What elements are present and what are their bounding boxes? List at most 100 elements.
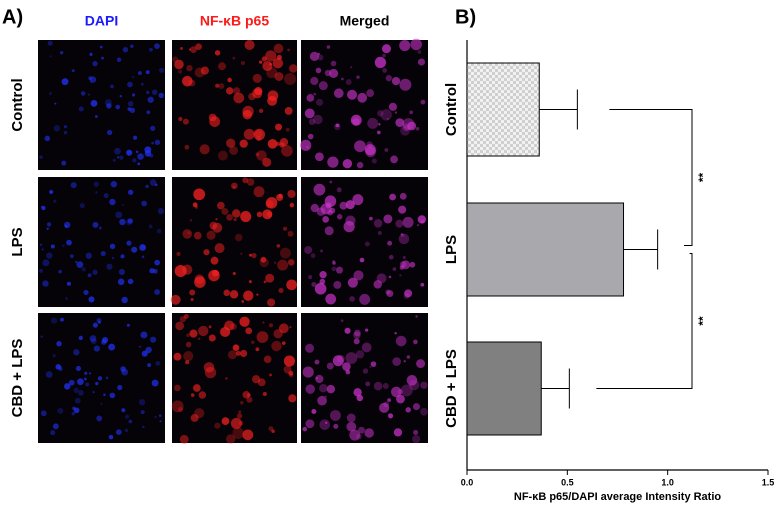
cell [174,264,187,277]
cell [388,275,392,279]
cell [376,273,387,284]
cell [58,269,62,274]
cell [81,267,86,272]
cell [117,278,125,286]
cell [159,420,162,423]
cell [357,92,368,103]
cell [315,152,324,162]
cell [44,135,51,142]
cell [108,434,114,440]
cell [100,402,103,405]
cell [225,377,228,380]
cell [413,339,418,345]
cell [179,434,189,444]
cell [223,289,231,297]
row-label: LPS [9,227,26,256]
cell [311,408,317,414]
cell [90,100,98,107]
cell [189,289,196,296]
cell [336,214,343,220]
cell [185,360,190,365]
cell [92,391,95,394]
cell [279,142,285,148]
cell [208,325,212,329]
cell [194,408,205,419]
cell [83,289,89,296]
cell [75,260,78,264]
cell [370,361,377,367]
cell [53,125,61,132]
cell [49,55,52,58]
cell [178,69,183,74]
cell [173,352,182,361]
cell [150,336,157,343]
cell [355,350,365,359]
cell [148,224,153,229]
cell [149,179,157,186]
cell [288,259,295,266]
cell [417,50,422,54]
cell [142,425,145,429]
cell [186,333,190,338]
cell [158,92,164,99]
cell [353,270,364,281]
cell [150,125,156,131]
cell [55,364,62,370]
cell [214,243,225,254]
cell [420,99,426,105]
cell [193,384,201,392]
cell [70,182,77,189]
bar [466,341,542,436]
cell [221,417,230,426]
cell [267,95,278,106]
cell [246,396,253,403]
cell [402,256,406,260]
cell [350,66,353,69]
cell [50,244,55,249]
cell [275,123,283,131]
cell [395,219,404,228]
cell [189,219,193,222]
cell [115,104,121,110]
cell [194,276,206,288]
cell [57,365,63,371]
cell [174,59,184,70]
cell [198,337,201,341]
cell [333,423,339,429]
x-axis-label: NF-κB p65/DAPI average Intensity Ratio [514,491,722,503]
cell [406,355,411,359]
cell [369,216,373,221]
cell [127,100,134,107]
cell [272,57,284,69]
cell [104,99,112,107]
cell [71,69,75,73]
cell [117,156,120,159]
cell [90,80,93,84]
cell [400,125,411,136]
cell [89,372,92,375]
cell [147,96,154,103]
cell [185,341,192,348]
cell [287,189,296,199]
cell [278,323,289,334]
cell [66,281,71,286]
cell [284,106,293,115]
cell [307,133,314,140]
cell [137,71,142,75]
cell [304,108,315,119]
cell [203,249,210,256]
cell [126,149,133,156]
cell [402,216,414,228]
cell [209,221,218,230]
cell [100,250,106,257]
cell [232,427,245,439]
cell [267,298,276,307]
bar [466,202,625,297]
cell [330,60,337,67]
cell [343,221,355,233]
cell [158,67,165,73]
cell [349,429,361,441]
cell [230,323,237,330]
cell [405,407,411,413]
